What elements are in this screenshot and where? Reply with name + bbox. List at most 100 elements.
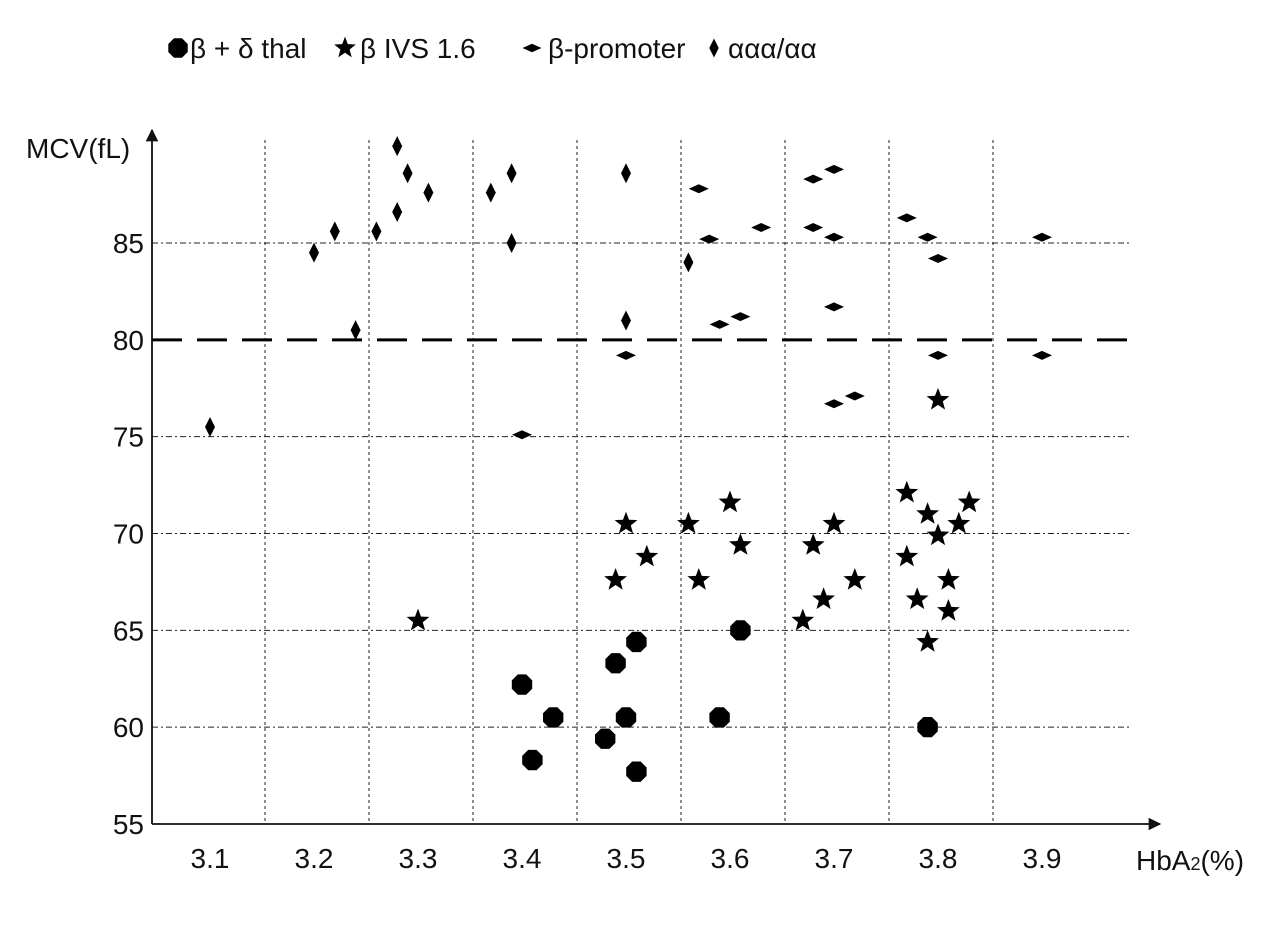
- chart-tick-labels: 55 60 65 70 75 80 85 3.1 3.2 3.3 3.4 3.5 3.6 3.7 3.8 3.…: [26, 133, 1244, 876]
- data-point: [392, 136, 403, 157]
- series-1: [511, 620, 938, 782]
- data-point: [803, 174, 824, 184]
- series-3: [512, 164, 1052, 440]
- data-point: [928, 350, 948, 360]
- data-point: [616, 350, 636, 360]
- y-tick-label: 65: [113, 615, 144, 646]
- data-point: [751, 223, 772, 233]
- data-point: [406, 608, 430, 631]
- data-point: [824, 232, 844, 242]
- y-tick-label: 60: [113, 712, 144, 743]
- chart-axes: [145, 128, 1162, 831]
- data-point: [309, 242, 319, 263]
- chart-legend: β + δ thal β IVS 1.6 β-promoter ααα/αα: [168, 33, 817, 64]
- data-point: [604, 568, 627, 590]
- data-point: [543, 707, 564, 728]
- chart-grid: [152, 140, 1130, 824]
- data-point: [615, 707, 637, 728]
- x-tick-label: 3.1: [191, 843, 230, 874]
- data-point: [683, 252, 694, 273]
- y-axis-title: MCV(fL): [26, 133, 130, 164]
- x-tick-label: 3.6: [711, 843, 750, 874]
- data-point: [371, 221, 382, 242]
- data-point: [626, 631, 647, 653]
- data-point: [506, 163, 517, 184]
- data-point: [626, 761, 647, 782]
- data-point: [957, 490, 981, 513]
- data-point: [687, 568, 711, 590]
- data-point: [926, 523, 950, 546]
- series-2: [406, 387, 981, 652]
- data-point: [677, 511, 700, 534]
- data-point: [926, 387, 950, 410]
- y-tick-label: 75: [113, 422, 144, 453]
- data-point: [621, 310, 631, 331]
- data-point: [614, 511, 638, 534]
- data-point: [812, 587, 835, 610]
- data-point: [709, 707, 730, 728]
- x-tick-label: 3.9: [1023, 843, 1062, 874]
- y-tick-label: 55: [113, 809, 144, 840]
- legend-marker-2: [334, 36, 356, 58]
- y-tick-label: 70: [113, 519, 144, 550]
- data-point: [1032, 232, 1052, 242]
- data-point: [844, 391, 865, 401]
- data-point: [605, 653, 626, 674]
- data-point: [916, 502, 939, 524]
- data-point: [791, 608, 815, 631]
- data-point: [905, 587, 929, 610]
- data-point: [1032, 350, 1052, 360]
- data-point: [937, 599, 960, 621]
- legend-marker-4: [709, 38, 719, 58]
- data-point: [801, 533, 825, 555]
- data-point: [843, 568, 867, 590]
- data-point: [822, 511, 846, 534]
- data-point: [803, 223, 824, 233]
- x-tick-label: 3.4: [503, 843, 542, 874]
- data-point: [824, 164, 844, 174]
- x-tick-label: 3.2: [295, 843, 334, 874]
- data-point: [730, 620, 751, 641]
- legend-label-4: ααα/αα: [728, 33, 817, 64]
- data-point: [916, 630, 939, 652]
- data-point: [595, 728, 616, 749]
- legend-label-1: β + δ thal: [190, 33, 307, 64]
- chart-points: [205, 136, 1052, 782]
- legend-label-2: β IVS 1.6: [360, 33, 476, 64]
- x-tick-label: 3.7: [815, 843, 854, 874]
- series-4: [205, 136, 694, 437]
- data-point: [729, 533, 752, 555]
- data-point: [895, 544, 919, 567]
- data-point: [688, 184, 709, 194]
- x-axis-title: HbA2(%): [1136, 845, 1244, 876]
- legend-marker-1: [168, 38, 188, 58]
- data-point: [937, 568, 960, 590]
- x-tick-label: 3.8: [919, 843, 958, 874]
- data-point: [824, 302, 844, 312]
- legend-label-3: β-promoter: [548, 33, 685, 64]
- data-point: [730, 312, 751, 322]
- y-tick-label: 85: [113, 228, 144, 259]
- data-point: [402, 163, 413, 184]
- data-point: [511, 674, 533, 695]
- data-point: [896, 213, 917, 223]
- data-point: [205, 416, 215, 437]
- data-point: [512, 430, 532, 440]
- data-point: [699, 234, 720, 244]
- data-point: [824, 399, 844, 409]
- data-point: [392, 202, 403, 223]
- data-point: [329, 221, 340, 242]
- data-point: [928, 253, 948, 263]
- data-point: [917, 717, 938, 738]
- x-tick-label: 3.5: [607, 843, 646, 874]
- data-point: [506, 233, 517, 253]
- data-point: [709, 319, 730, 329]
- data-point: [522, 749, 543, 771]
- data-point: [718, 490, 742, 513]
- data-point: [635, 544, 659, 567]
- x-tick-label: 3.3: [399, 843, 438, 874]
- data-point: [350, 320, 361, 341]
- data-point: [621, 163, 631, 184]
- data-point: [423, 182, 434, 203]
